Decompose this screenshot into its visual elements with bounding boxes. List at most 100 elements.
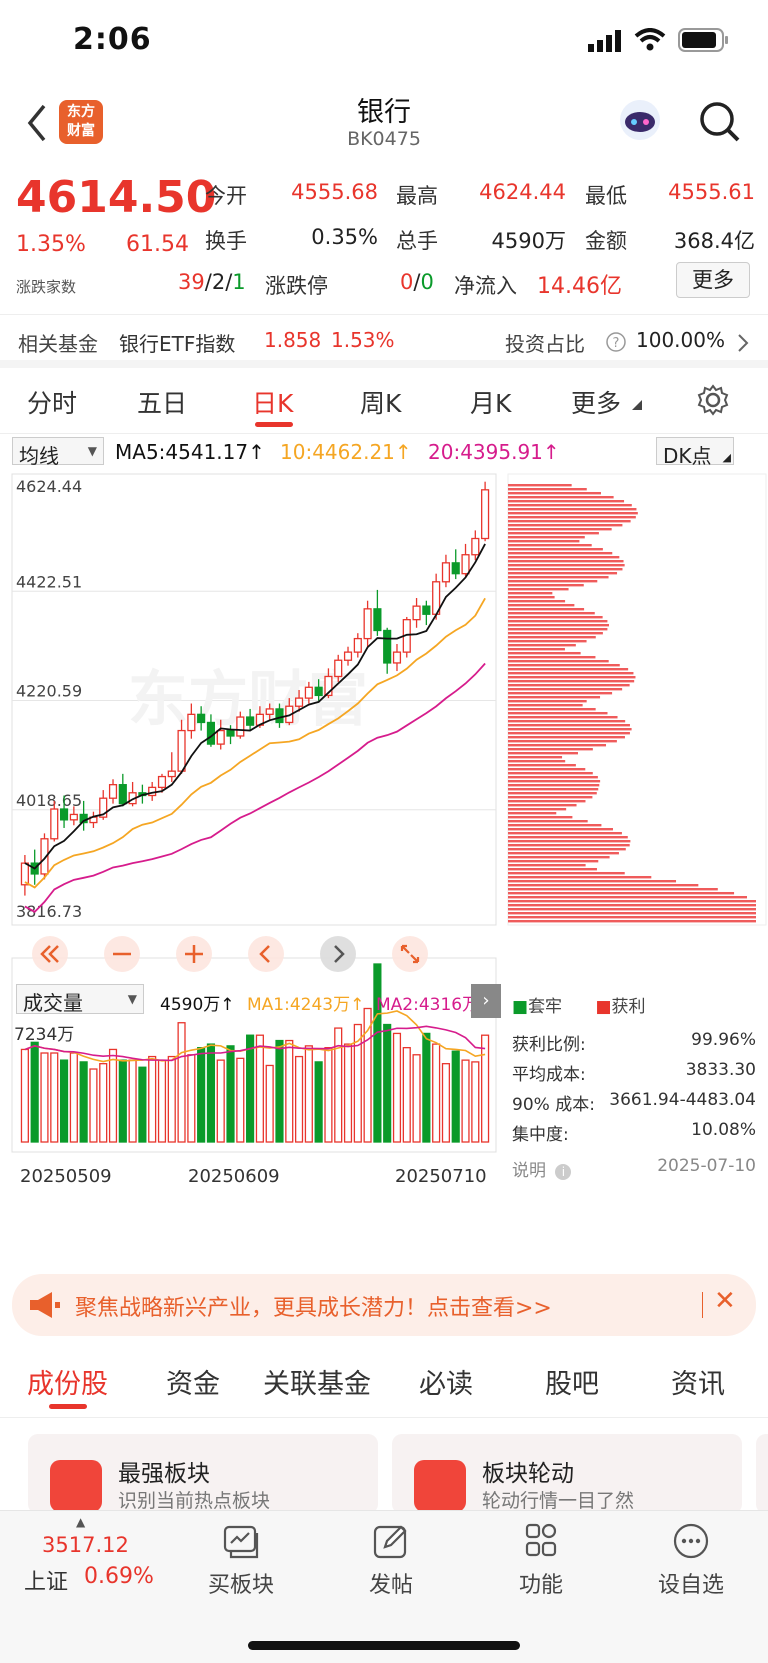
dk-point-button[interactable]: DK点 ◢ xyxy=(656,437,734,465)
profile-bar xyxy=(508,820,588,822)
profile-bar xyxy=(508,676,635,678)
profile-bar xyxy=(508,736,625,738)
profile-bar xyxy=(508,688,622,690)
profile-bar xyxy=(508,708,596,710)
functions-button[interactable]: 功能 xyxy=(486,1521,596,1599)
profile-bar xyxy=(508,852,619,854)
candle-body xyxy=(423,606,430,614)
profile-bar xyxy=(508,544,592,546)
post-button[interactable]: 发帖 xyxy=(336,1521,446,1599)
index-widget[interactable]: ▲ 3517.12 上证 0.69% xyxy=(0,1511,166,1611)
card-subtitle: 轮动行情一目了然 xyxy=(482,1486,634,1510)
profile-bar xyxy=(508,504,632,506)
stat-key: 平均成本: xyxy=(512,1065,586,1085)
scroll-right-icon[interactable] xyxy=(320,936,356,972)
promo-banner[interactable]: 聚焦战略新兴产业，更具成长潜力！点击查看>> ✕ xyxy=(12,1274,756,1336)
bottom-item-label: 发帖 xyxy=(336,1567,446,1599)
bottom-toolbar: ▲ 3517.12 上证 0.69% 买板块 发帖 功能 设自选 xyxy=(0,1510,768,1663)
note-date: 2025-07-10 xyxy=(657,1156,756,1176)
profile-bar xyxy=(508,916,756,918)
tab-constituents[interactable]: 成份股 xyxy=(27,1362,108,1401)
breadth-label: 涨跌家数 xyxy=(16,276,76,297)
tab-news[interactable]: 资讯 xyxy=(671,1362,725,1401)
megaphone-icon xyxy=(28,1290,62,1320)
more-button[interactable]: 更多 xyxy=(676,262,750,298)
tab-intraday[interactable]: 分时 xyxy=(27,384,77,420)
settings-gear-icon[interactable] xyxy=(697,384,729,416)
profile-bar xyxy=(508,772,593,774)
zoom-out-icon[interactable] xyxy=(104,936,140,972)
profile-bar xyxy=(508,900,756,902)
fullscreen-icon[interactable] xyxy=(392,936,428,972)
close-icon[interactable]: ✕ xyxy=(714,1286,736,1316)
tab-related-funds[interactable]: 关联基金 xyxy=(263,1362,371,1401)
trapped-legend-icon: ■ xyxy=(512,997,528,1017)
candle-body xyxy=(61,809,68,820)
card-peek[interactable] xyxy=(756,1434,768,1514)
profile-bar xyxy=(508,596,555,598)
tab-forum[interactable]: 股吧 xyxy=(545,1362,599,1401)
tab-monthly-k[interactable]: 月K xyxy=(470,384,511,420)
robot-avatar-icon[interactable] xyxy=(618,98,662,142)
zoom-in-icon[interactable] xyxy=(176,936,212,972)
volume-ma1: MA1:4243万↑ xyxy=(247,990,364,1015)
profile-bar xyxy=(508,600,565,602)
profile-bar xyxy=(508,680,634,682)
stat-key: 集中度: xyxy=(512,1125,569,1145)
candle-body xyxy=(119,785,126,804)
candle-body xyxy=(217,731,224,745)
chart-area[interactable]: 4624.44 4422.51 4220.59 4018.65 3816.73 东方财富 2… xyxy=(0,470,768,1260)
profile-legend: ■套牢 ■获利 xyxy=(512,992,646,1017)
candle-body xyxy=(21,863,28,885)
scroll-left-icon[interactable] xyxy=(248,936,284,972)
scroll-start-icon[interactable] xyxy=(32,936,68,972)
volume-selector[interactable]: 成交量 ▼ xyxy=(16,984,144,1014)
profile-bar xyxy=(508,808,566,810)
stat-value: 10.08% xyxy=(691,1120,756,1140)
fund-name: 银行ETF指数 xyxy=(119,328,235,357)
candle-body xyxy=(266,709,273,714)
add-watchlist-button[interactable]: 设自选 xyxy=(636,1521,746,1599)
low-label: 最低 xyxy=(585,180,627,210)
profile-bar xyxy=(508,712,608,714)
volume-bar xyxy=(286,1041,293,1142)
tab-daily-k[interactable]: 日K xyxy=(252,384,293,420)
profile-bar xyxy=(508,536,585,538)
svg-text:?: ? xyxy=(613,336,620,351)
limit-up: 0 xyxy=(400,270,413,294)
volume-current: 4590万↑ xyxy=(160,990,235,1015)
stat-key: 获利比例: xyxy=(512,1035,586,1055)
buy-sector-button[interactable]: 买板块 xyxy=(186,1521,296,1599)
profile-bar xyxy=(508,652,581,654)
battery-icon xyxy=(678,28,730,52)
volume-bar xyxy=(413,1055,420,1142)
ma-selector[interactable]: 均线 ▼ xyxy=(12,437,104,465)
volume-value: 4590万 xyxy=(456,225,566,255)
candle-body xyxy=(315,687,322,695)
banner-divider xyxy=(702,1292,703,1318)
tab-weekly-k[interactable]: 周K xyxy=(360,384,401,420)
profile-bar xyxy=(508,828,613,830)
profile-bar xyxy=(508,532,599,534)
volume-bar xyxy=(325,1048,332,1142)
help-icon[interactable]: ? xyxy=(605,331,627,353)
candle-body xyxy=(305,687,312,698)
card-sector-rotation[interactable]: 板块轮动 轮动行情一目了然 xyxy=(392,1434,742,1514)
profit-legend-label: 获利 xyxy=(612,997,646,1017)
tab-five-day[interactable]: 五日 xyxy=(137,384,187,420)
profile-bar xyxy=(508,496,614,498)
ma-row: 均线 ▼ MA5:4541.17↑ 10:4462.21↑ 20:4395.91… xyxy=(0,434,768,470)
card-strongest-sector[interactable]: 最强板块 识别当前热点板块 xyxy=(28,1434,378,1514)
related-fund-row[interactable]: 相关基金 银行ETF指数 1.858 1.53% 投资占比 ? 100.00% xyxy=(0,314,768,368)
tab-more[interactable]: 更多 xyxy=(571,384,621,420)
volume-expand-button[interactable]: › xyxy=(471,984,501,1018)
search-icon[interactable] xyxy=(698,100,742,144)
note-row[interactable]: 说明 i 2025-07-10 xyxy=(512,1156,756,1186)
amount-label: 金额 xyxy=(585,225,627,255)
stat-row: 90% 成本: 3661.94-4483.04 xyxy=(512,1090,756,1120)
profile-bar xyxy=(508,848,626,850)
tab-funds-flow[interactable]: 资金 xyxy=(166,1362,220,1401)
tab-must-read[interactable]: 必读 xyxy=(419,1362,473,1401)
profile-bar xyxy=(508,884,698,886)
profile-bar xyxy=(508,616,603,618)
